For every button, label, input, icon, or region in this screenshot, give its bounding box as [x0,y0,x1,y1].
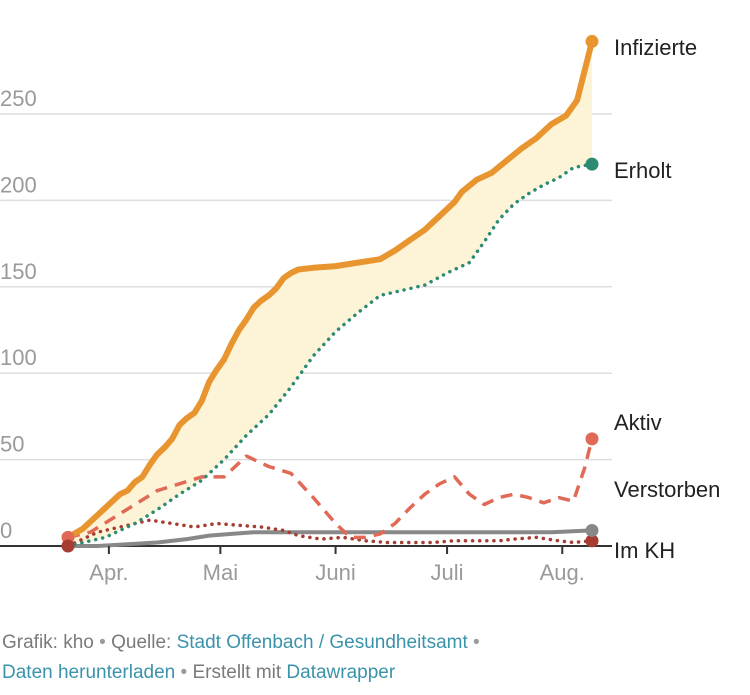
x-tick-label: Juni [315,560,355,585]
footer-line-1: Grafik: kho • Quelle: Stadt Offenbach / … [2,628,742,658]
range-area [68,41,592,547]
aktiv-label: Aktiv [614,410,662,435]
footer-separator: • [93,632,112,653]
download-data-link[interactable]: Daten herunterladen [2,662,176,683]
line-chart: 0 50 100 150 200 250 Apr. Mai Juni Juli Aug. Infi… [0,34,720,585]
footer-separator: • [467,632,480,653]
y-tick-label: 0 [0,518,12,543]
footer-quelle-prefix: Quelle: [111,632,177,653]
infizierte-line [65,38,595,541]
verstorben-line [66,518,594,548]
erholt-end-marker [585,157,599,171]
im-kh-end-marker [585,523,599,537]
x-axis-ticks: Apr. Mai Juni Juli Aug. [89,546,585,585]
verstorben-label: Verstorben [614,477,720,502]
footer-separator: • [175,662,193,683]
infizierte-end-marker [585,34,599,48]
verstorben-start-marker [61,539,75,553]
y-tick-label: 150 [0,259,37,284]
series-end-markers [61,34,599,553]
datawrapper-link[interactable]: Datawrapper [286,662,396,683]
series-lines [65,38,595,548]
footer-line-2: Daten herunterladen • Erstellt mit Dataw… [2,658,742,688]
im-kh-label: Im KH [614,538,675,563]
erholt-line [66,162,594,548]
aktiv-line [67,438,594,540]
x-tick-label: Apr. [89,560,128,585]
gridlines [0,113,612,547]
source-link[interactable]: Stadt Offenbach / Gesundheitsamt [176,632,468,653]
x-tick-label: Aug. [540,560,585,585]
footer-grafik: Grafik: kho [2,632,94,653]
erholt-label: Erholt [614,158,671,183]
verstorben-end-marker [585,534,599,548]
y-tick-label: 250 [0,86,37,111]
y-tick-label: 50 [0,432,24,457]
y-axis-ticks: 0 50 100 150 200 250 [0,86,37,543]
infizierte-label: Infizierte [614,35,697,60]
chart-footer: Grafik: kho • Quelle: Stadt Offenbach / … [2,628,742,688]
y-tick-label: 200 [0,172,37,197]
y-tick-label: 100 [0,345,37,370]
series-labels: Infizierte Erholt Aktiv Verstorben Im KH [614,35,720,563]
x-tick-label: Juli [431,560,464,585]
footer-erstellt-prefix: Erstellt mit [192,662,287,683]
aktiv-end-marker [585,432,599,446]
x-tick-label: Mai [203,560,238,585]
infizierte-erholt-area [68,41,592,547]
